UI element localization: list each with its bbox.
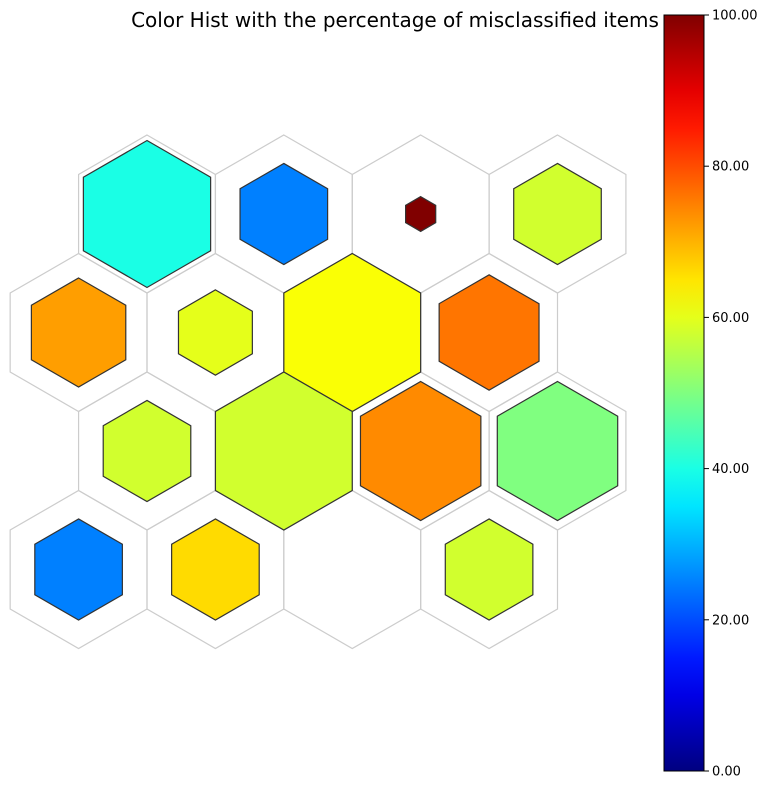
hex-cell-r0-c3 <box>513 162 602 266</box>
hex-cell-r1-c3 <box>438 274 540 391</box>
colorbar-tick-label: 80.00 <box>712 160 749 175</box>
chart-title: Color Hist with the percentage of miscla… <box>131 8 659 32</box>
hex-cell-r2-c3 <box>496 380 619 522</box>
colorbar-tick-label: 100.00 <box>712 9 758 24</box>
hex-cell-r2-c0 <box>102 399 192 503</box>
hex-cell-r1-c0 <box>30 277 127 388</box>
hex-cell-r3-c0 <box>34 518 123 621</box>
hex-cell-r0-c0 <box>82 139 212 289</box>
colorbar: 0.00 20.00 40.00 60.00 80.00 100.00 <box>663 9 758 780</box>
colorbar-tick-label: 40.00 <box>712 462 749 477</box>
hex-cell-r0-c1 <box>239 162 329 266</box>
colorbar-tick-label: 60.00 <box>712 311 749 326</box>
colorbar-ticks: 0.00 20.00 40.00 60.00 80.00 100.00 <box>704 9 758 780</box>
hex-cells <box>30 139 619 621</box>
colorbar-tick-label: 20.00 <box>712 613 749 628</box>
colorbar-tick-label: 0.00 <box>712 765 741 780</box>
hex-grid-cell <box>420 489 559 650</box>
hex-cell-r0-c2 <box>405 195 437 233</box>
hex-cell-r2-c2 <box>359 380 482 522</box>
hex-cell-r3-c3 <box>444 518 534 621</box>
colorbar-gradient <box>663 14 705 772</box>
hex-cell-r1-c1 <box>177 289 253 376</box>
hex-cell-r3-c1 <box>171 518 260 621</box>
hex-cell-r2-c1 <box>214 371 353 531</box>
